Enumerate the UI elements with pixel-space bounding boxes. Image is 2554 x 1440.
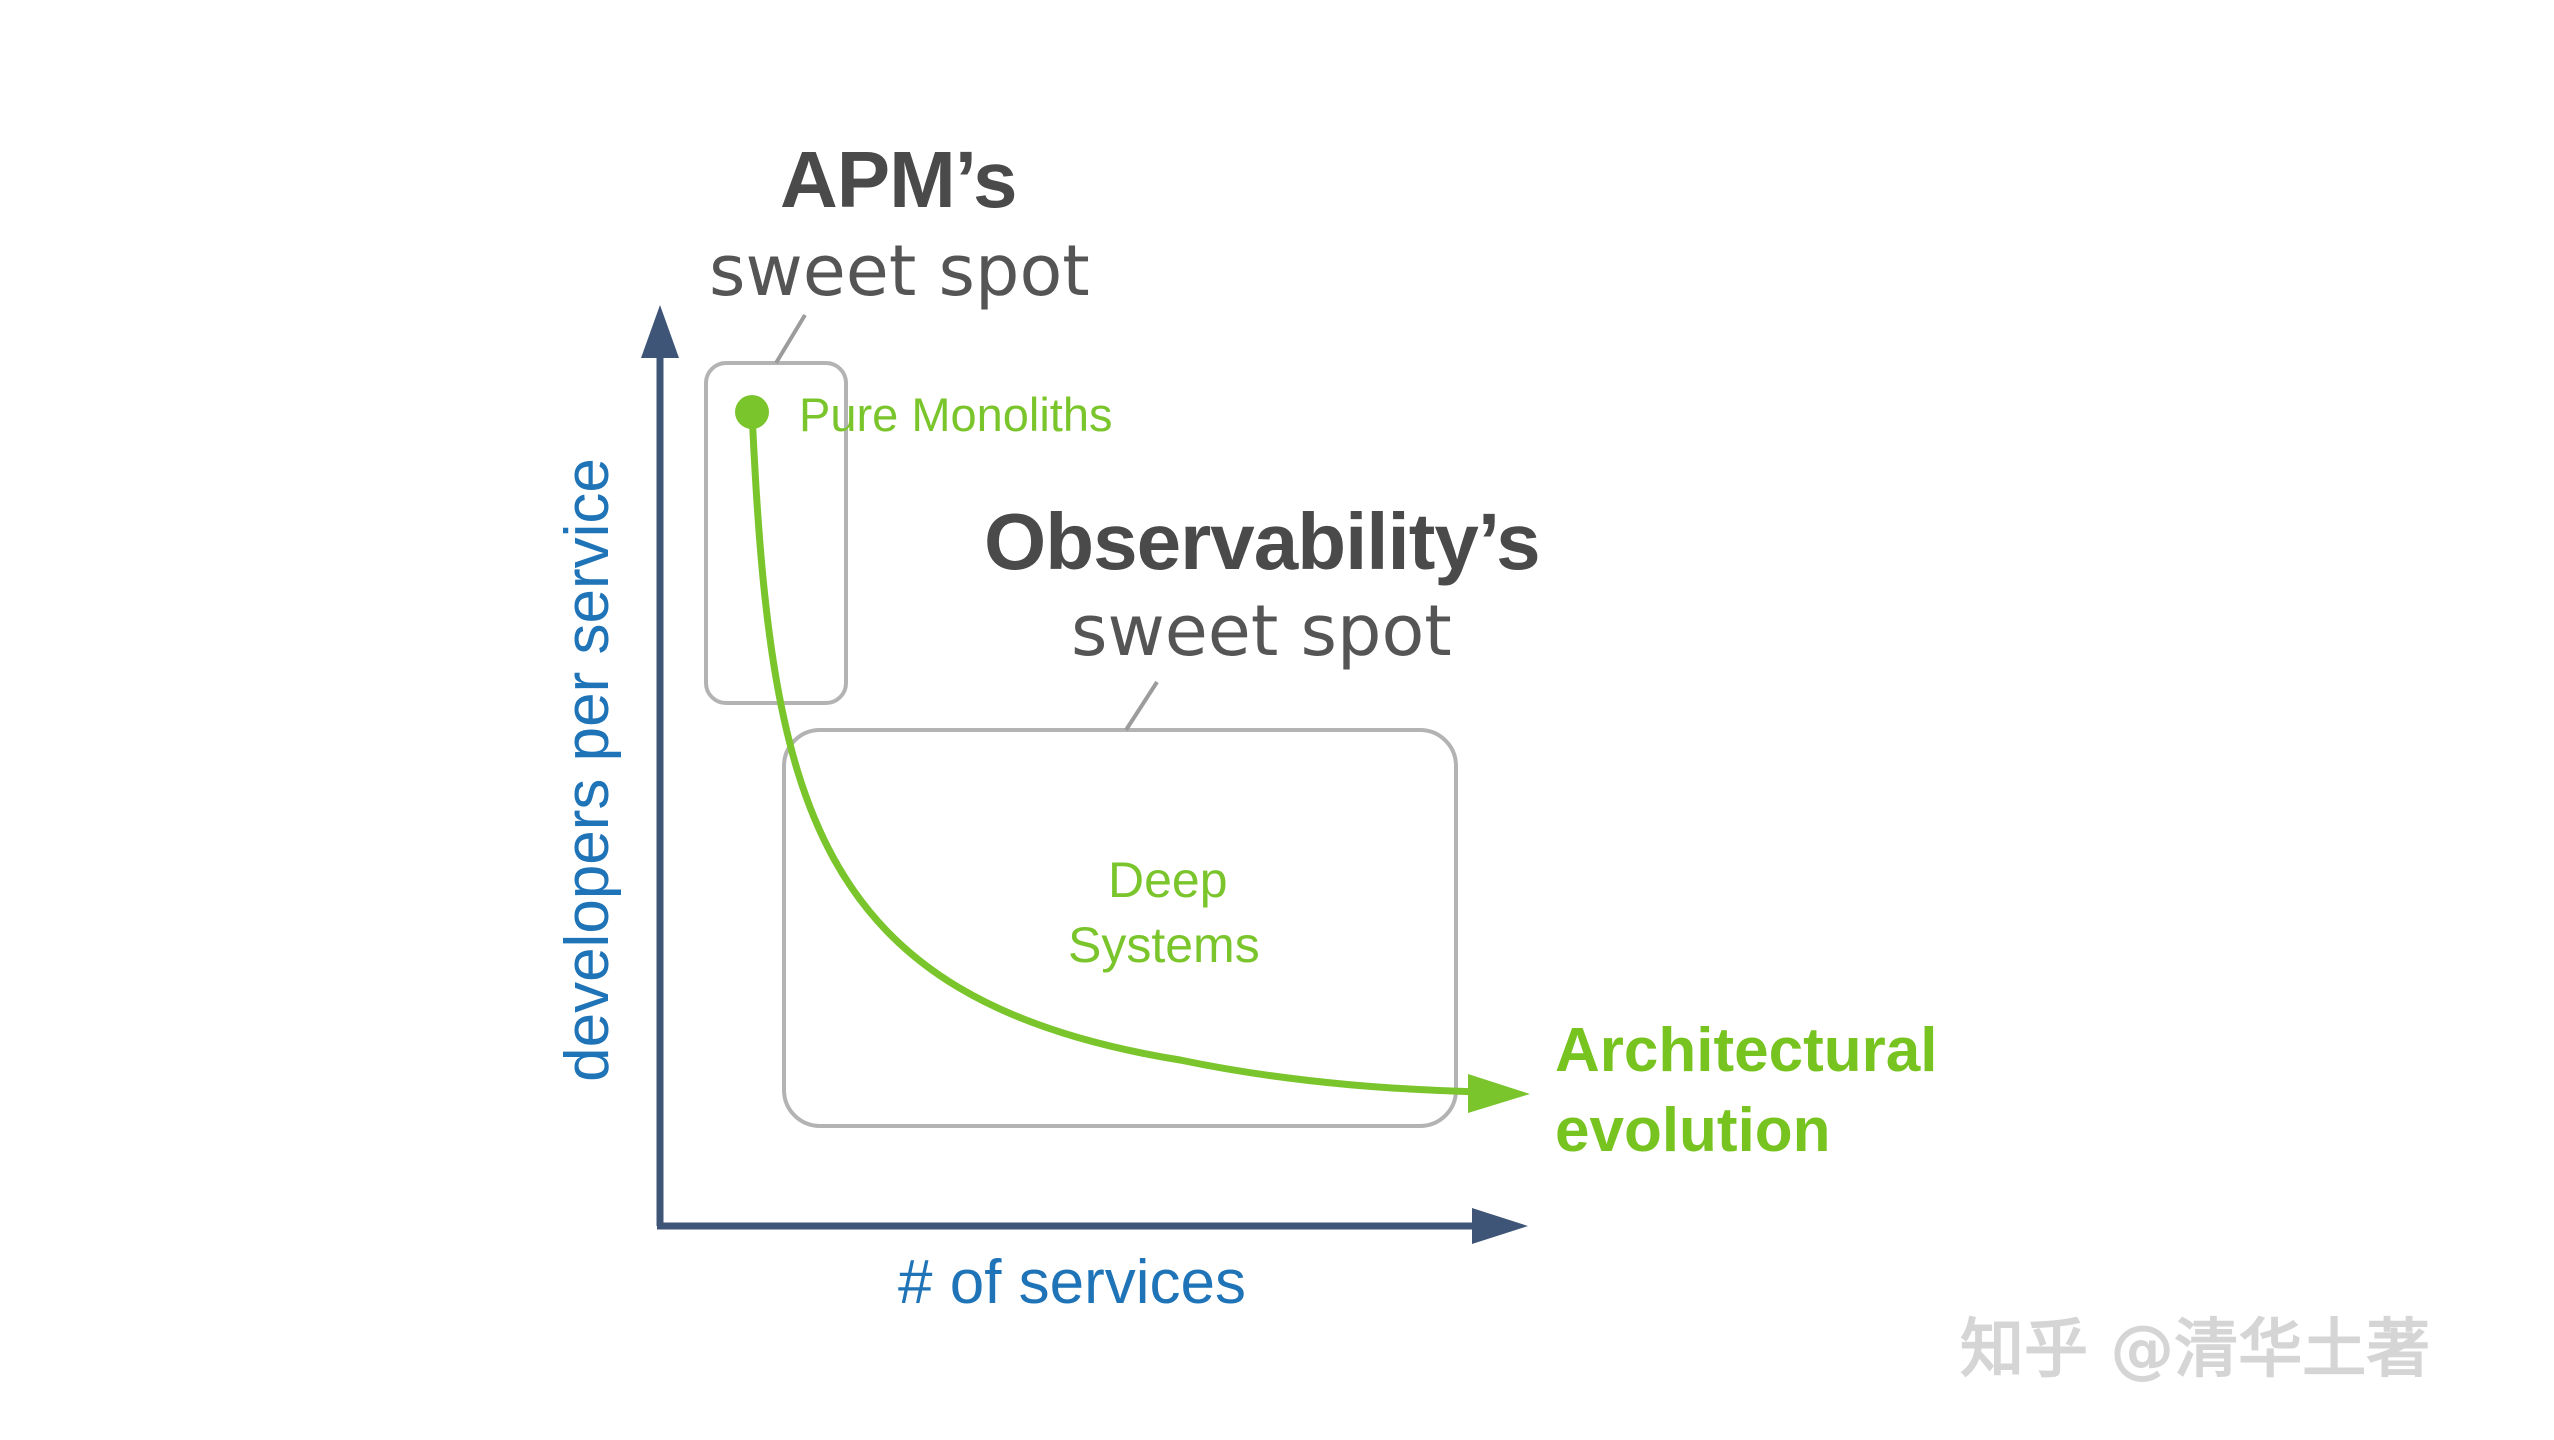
y-axis-arrowhead <box>641 305 679 358</box>
watermark-text: 知乎 @清华土著 <box>1960 1313 2431 1387</box>
x-axis-label: # of services <box>898 1248 1247 1317</box>
architectural-evolution-curve <box>748 408 1484 1096</box>
deep-systems-label-line1: Deep <box>1108 852 1228 908</box>
y-axis-label: developers per service <box>553 458 622 1082</box>
observability-subtitle: sweet spot <box>1071 590 1452 672</box>
observability-sweet-spot-box <box>782 728 1458 1128</box>
pure-monoliths-label: Pure Monoliths <box>799 388 1113 441</box>
observability-connector-line <box>1124 680 1159 732</box>
pure-monoliths-dot <box>735 395 769 429</box>
deep-systems-label-line2: Systems <box>1068 917 1260 973</box>
apm-title: APM’s <box>780 135 1018 224</box>
x-axis-arrowhead <box>1472 1208 1528 1244</box>
apm-connector-line <box>774 313 807 365</box>
observability-title: Observability’s <box>984 497 1541 586</box>
architectural-evolution-label-line1: Architectural <box>1555 1016 1938 1085</box>
apm-subtitle: sweet spot <box>709 230 1090 312</box>
architectural-evolution-label-line2: evolution <box>1555 1096 1831 1165</box>
curve-arrowhead <box>1468 1074 1530 1113</box>
